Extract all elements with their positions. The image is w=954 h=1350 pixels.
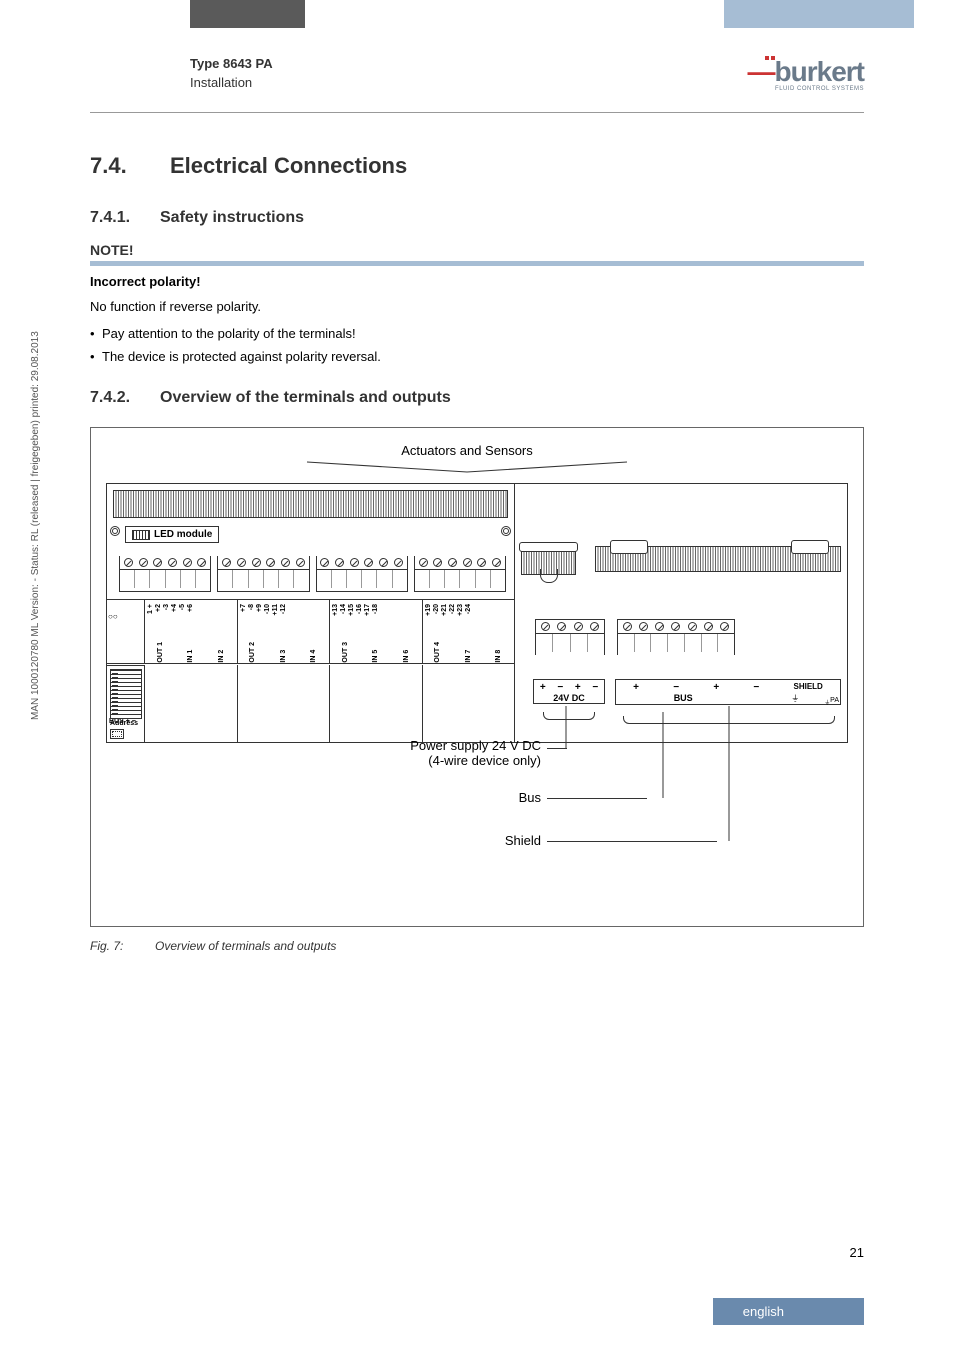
dc-connector: +−+− 24V DC xyxy=(533,679,605,704)
callout-shield: Shield xyxy=(441,833,541,848)
screw-icon xyxy=(501,526,511,536)
note-bullet-2: The device is protected against polarity… xyxy=(90,349,864,364)
note-text: No function if reverse polarity. xyxy=(90,299,864,314)
bracket-icon xyxy=(623,716,835,724)
callout-bus: Bus xyxy=(441,790,541,805)
doc-subtitle: Installation xyxy=(190,75,748,90)
note-label: NOTE! xyxy=(90,242,864,258)
page-header: Type 8643 PA Installation —burkert FLUID… xyxy=(0,28,954,92)
led-module: LED module xyxy=(125,526,219,543)
top-bar xyxy=(0,0,954,28)
subsection-2: 7.4.2.Overview of the terminals and outp… xyxy=(90,389,864,407)
bus-connector: +−+−SHIELD BUS ⏚⏚PA xyxy=(615,679,841,705)
page-number: 21 xyxy=(850,1245,864,1260)
screw-icon xyxy=(110,526,120,536)
main-board: LED module BUS + − ○○ 1 ++2-3+4-5+6 xyxy=(106,483,848,743)
figure-caption: Fig. 7:Overview of terminals and outputs xyxy=(90,939,864,953)
content: 7.4.Electrical Connections 7.4.1.Safety … xyxy=(0,113,954,953)
doc-title: Type 8643 PA xyxy=(190,56,748,71)
connector-icon xyxy=(610,540,648,554)
subsection-1: 7.4.1.Safety instructions xyxy=(90,209,864,227)
v-connector-icon xyxy=(86,460,848,479)
logo-text: —burkert xyxy=(748,56,864,88)
note-title: Incorrect polarity! xyxy=(90,274,864,289)
section-heading: 7.4.Electrical Connections xyxy=(90,153,864,179)
actuators-label: Actuators and Sensors xyxy=(86,443,848,458)
bracket-icon xyxy=(543,712,595,720)
right-board: +−+− 24V DC +−+−SHIELD BUS ⏚⏚PA xyxy=(515,484,847,742)
terminal-strip-right xyxy=(535,619,735,655)
note-bullet-1: Pay attention to the polarity of the ter… xyxy=(90,326,864,341)
connector-icon xyxy=(791,540,829,554)
terminal-strip-top xyxy=(119,556,506,592)
footer-language: english xyxy=(713,1298,864,1325)
left-board: LED module BUS + − ○○ 1 ++2-3+4-5+6 xyxy=(107,484,515,742)
figure-box: Actuators and Sensors LED module xyxy=(90,427,864,927)
note-bar xyxy=(90,261,864,266)
clip-icon xyxy=(540,569,558,583)
connector-icon xyxy=(519,542,578,552)
top-rail xyxy=(113,490,508,518)
callout-power: Power supply 24 V DC(4-wire device only) xyxy=(351,738,541,768)
logo: —burkert FLUID CONTROL SYSTEMS xyxy=(748,56,864,92)
sidebar-meta: MAN 1000120780 ML Version: - Status: RL … xyxy=(30,331,41,720)
pin-names: OUT 1IN 1IN 2 OUT 2IN 3IN 4 OUT 3IN 5IN … xyxy=(145,642,514,663)
